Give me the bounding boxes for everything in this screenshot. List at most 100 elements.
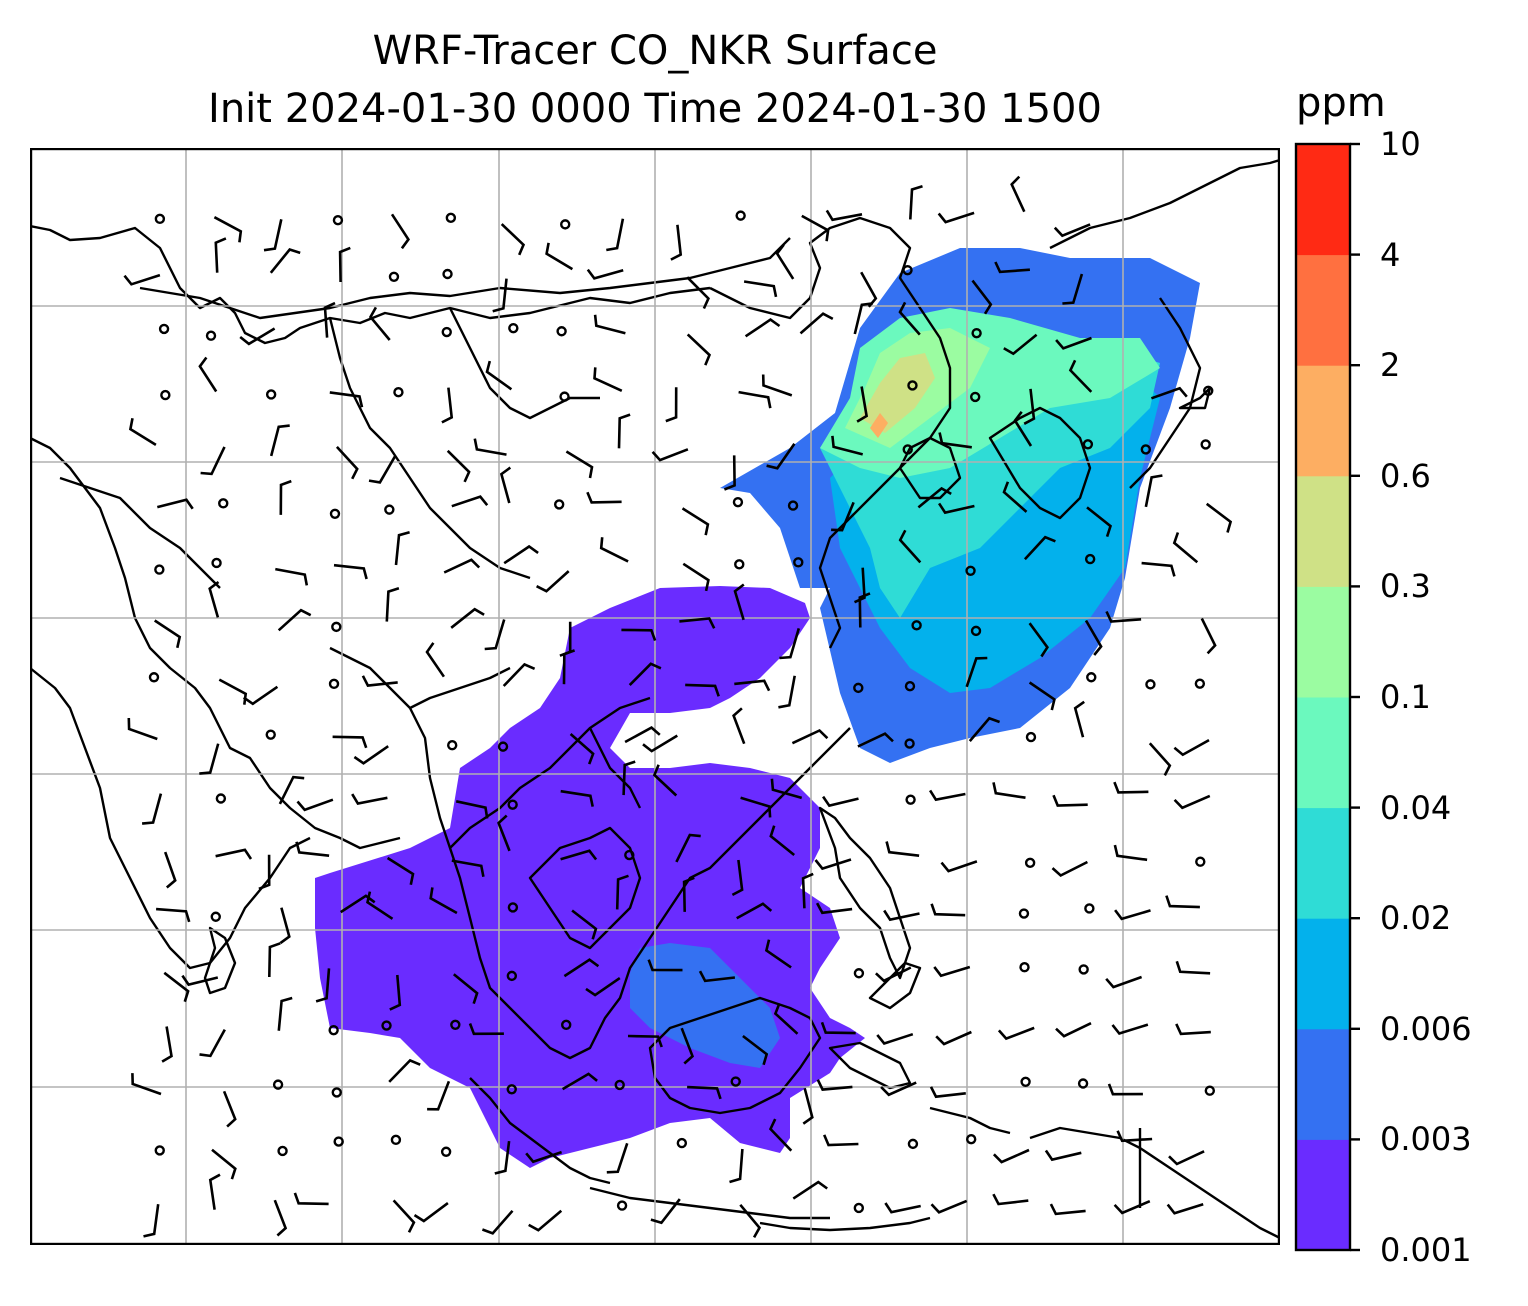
wind-barb — [768, 1118, 793, 1152]
wind-barb — [769, 825, 796, 857]
wind-barb — [822, 795, 859, 808]
wind-barb — [1028, 622, 1049, 658]
calm-wind-circle — [328, 1024, 339, 1036]
wind-barb — [642, 734, 678, 753]
wind-barb — [1116, 1130, 1153, 1143]
colorbar-tick-label: 0.1 — [1380, 678, 1431, 716]
wind-barb — [218, 678, 248, 705]
wind-barb — [761, 374, 793, 397]
wind-barb — [686, 276, 710, 310]
calm-wind-circle — [902, 264, 913, 276]
calm-wind-circle — [211, 557, 222, 569]
wind-barb — [385, 587, 400, 622]
wind-barb — [389, 974, 402, 1011]
calm-wind-circle — [1082, 439, 1094, 450]
wind-barb — [740, 796, 772, 818]
calm-wind-circle — [440, 1146, 452, 1157]
wind-barb — [937, 211, 975, 224]
wind-barb — [682, 562, 710, 592]
calm-wind-circle — [390, 1134, 402, 1146]
wind-barb — [1002, 481, 1028, 513]
wind-barb — [853, 302, 873, 335]
wind-barb — [744, 318, 781, 338]
calm-wind-circle — [507, 799, 518, 810]
colorbar-tick-label: 0.001 — [1380, 1231, 1472, 1269]
wind-barb — [215, 848, 253, 860]
wind-barb — [368, 455, 397, 484]
wind-barb — [971, 279, 993, 315]
wind-barb — [1114, 909, 1151, 921]
calm-wind-circle — [445, 212, 457, 224]
coastlines — [30, 158, 1280, 1240]
calm-wind-circle — [154, 1145, 165, 1156]
wind-barb — [392, 1199, 416, 1233]
colorbar-segment — [1296, 475, 1350, 587]
wind-barb — [617, 413, 631, 449]
wind-barb — [675, 833, 701, 863]
wind-barb — [258, 854, 271, 891]
map-frame — [30, 148, 1280, 1245]
wind-barb — [992, 782, 1026, 799]
wind-barb — [729, 1148, 744, 1184]
wind-barb — [242, 685, 279, 706]
wind-barb — [565, 450, 594, 479]
colorbar-segment — [1296, 254, 1350, 366]
calm-wind-circle — [507, 902, 519, 913]
plume-north-yellow — [860, 353, 935, 433]
wind-barb — [938, 502, 975, 515]
wind-barb — [994, 261, 1030, 274]
wind-barb — [1023, 388, 1036, 425]
calm-wind-circle — [1019, 962, 1030, 973]
wind-barb — [929, 1086, 966, 1099]
wind-barb — [153, 619, 182, 649]
wind-barb — [682, 876, 695, 912]
wind-barb — [473, 438, 507, 456]
wind-barb — [1205, 502, 1233, 533]
wind-barb — [773, 1002, 799, 1035]
wind-barb — [368, 306, 391, 341]
plume-north-orange — [870, 413, 888, 438]
wind-barb — [799, 312, 834, 335]
calm-wind-circle — [1145, 679, 1156, 690]
wind-barb — [268, 942, 281, 978]
calm-wind-circle — [497, 741, 509, 752]
wind-barb — [679, 617, 716, 629]
wind-barb — [455, 800, 489, 819]
wind-barb — [1068, 359, 1093, 393]
calm-wind-circle — [734, 559, 745, 570]
wind-barb — [606, 1142, 629, 1174]
wind-barb — [494, 1140, 511, 1175]
calm-wind-circle — [1203, 385, 1214, 396]
calm-wind-circle — [969, 391, 981, 403]
wind-barb — [928, 789, 966, 802]
wind-barb — [823, 1134, 859, 1147]
wind-barb — [815, 902, 853, 915]
wind-barb — [853, 567, 866, 604]
colorbar-tick-label: 0.04 — [1380, 788, 1452, 827]
wind-barb — [452, 973, 479, 1005]
chart-title-line2: Init 2024-01-30 0000 Time 2024-01-30 150… — [208, 86, 1102, 132]
wind-barb — [279, 479, 292, 515]
wind-barb — [1052, 794, 1088, 807]
calm-wind-circle — [333, 1136, 344, 1147]
wind-barb — [199, 1028, 226, 1058]
wind-barb — [484, 619, 506, 651]
wind-barb — [353, 745, 389, 765]
calm-wind-circle — [1086, 672, 1097, 683]
calm-wind-circle — [332, 215, 344, 226]
wind-barb — [831, 435, 864, 456]
map-panel — [30, 148, 1280, 1245]
calm-wind-circle — [553, 499, 565, 510]
wind-barb — [775, 243, 795, 280]
calm-wind-circle — [970, 625, 982, 637]
calm-wind-circle — [1140, 444, 1152, 455]
wind-barb — [1113, 781, 1149, 794]
wind-barb — [427, 1080, 451, 1111]
wind-barb — [938, 432, 972, 449]
wind-barb — [481, 1209, 514, 1235]
wind-barb — [1023, 535, 1056, 561]
wind-barb — [885, 841, 920, 857]
wind-barb — [1105, 610, 1142, 623]
wind-barb — [388, 1058, 421, 1083]
wind-barb — [935, 1030, 972, 1046]
